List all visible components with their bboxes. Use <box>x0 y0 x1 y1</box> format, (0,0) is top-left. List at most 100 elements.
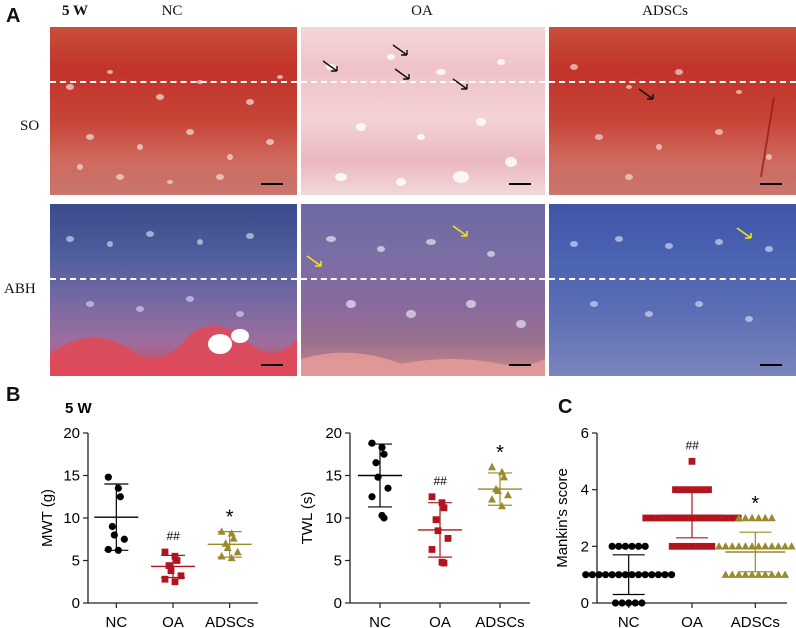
data-point <box>691 486 699 494</box>
data-point <box>104 473 112 481</box>
tidemark-line <box>50 278 297 280</box>
data-point <box>728 570 737 578</box>
data-point <box>227 529 236 537</box>
data-point <box>734 542 743 550</box>
data-point <box>500 473 508 481</box>
data-point <box>787 542 796 550</box>
data-point <box>380 450 388 458</box>
data-point <box>233 547 242 556</box>
data-point <box>428 493 436 501</box>
data-point <box>701 514 709 522</box>
data-point <box>734 513 743 522</box>
chart-title: 5 W <box>65 400 93 417</box>
y-tick-label: 20 <box>63 425 80 442</box>
data-point <box>582 571 590 579</box>
scale-bar <box>509 364 531 366</box>
data-point <box>781 542 790 550</box>
significance-marker: * <box>226 507 234 529</box>
micrograph-abh-adscs <box>549 204 796 376</box>
y-tick-label: 0 <box>72 595 80 612</box>
scale-bar <box>261 183 283 185</box>
y-axis-label: Mankin's score <box>555 468 571 568</box>
cell-texture <box>50 231 297 376</box>
data-point <box>621 542 629 550</box>
y-axis-label: TWL (s) <box>300 492 316 545</box>
data-point <box>721 570 730 578</box>
data-point <box>721 542 730 550</box>
scale-bar <box>261 364 283 366</box>
data-point <box>588 571 596 579</box>
data-point <box>774 570 783 578</box>
panel-c-label: C <box>558 396 573 418</box>
column-header-oa: OA <box>411 3 433 19</box>
data-point <box>498 467 506 476</box>
x-tick-label: OA <box>681 614 703 628</box>
y-tick-label: 15 <box>325 468 342 485</box>
data-point <box>675 542 683 550</box>
data-point <box>748 570 757 578</box>
x-tick-label: NC <box>105 614 127 628</box>
data-point <box>682 514 689 522</box>
data-point <box>708 514 716 522</box>
y-tick-label: 5 <box>334 553 342 570</box>
chart-mwt: 5 W 0 5 10 15 20 NC OA ADSCs MWT (g) ## * <box>40 400 258 628</box>
data-point <box>504 490 512 499</box>
chart-mankin: 0 2 4 6 NC OA ADSCs Mankin's score ## * <box>555 425 796 628</box>
significance-marker: ## <box>166 529 180 543</box>
data-point <box>440 504 448 512</box>
data-point <box>611 599 620 607</box>
data-point <box>662 514 669 522</box>
x-tick-label: NC <box>618 614 640 628</box>
y-tick-label: 4 <box>581 482 589 499</box>
data-point <box>108 522 116 531</box>
data-point <box>741 570 750 578</box>
data-point <box>372 459 380 467</box>
y-tick-label: 10 <box>325 510 342 527</box>
column-header-nc: NC <box>161 3 183 19</box>
cell-texture <box>66 70 283 184</box>
tidemark-line <box>301 81 545 83</box>
y-tick-label: 20 <box>325 425 342 442</box>
data-point <box>631 599 639 607</box>
data-point <box>695 542 702 550</box>
data-point <box>217 552 226 560</box>
data-point <box>741 513 750 522</box>
y-axis-label: MWT (g) <box>40 489 56 547</box>
data-point <box>754 570 763 578</box>
y-tick-label: 5 <box>72 553 80 570</box>
data-point <box>667 571 676 579</box>
data-point <box>120 535 128 543</box>
tidemark-line <box>50 81 297 83</box>
x-tick-label: NC <box>369 614 391 628</box>
data-point <box>668 514 676 522</box>
scale-bar <box>760 183 782 185</box>
data-point <box>167 567 175 575</box>
data-point <box>728 514 735 522</box>
data-point <box>641 542 649 550</box>
data-point <box>682 542 689 550</box>
cell-texture <box>301 225 545 376</box>
data-point <box>688 542 696 550</box>
data-point <box>741 542 750 550</box>
data-point <box>229 534 238 542</box>
data-point <box>688 457 696 465</box>
y-tick-label: 10 <box>63 510 80 527</box>
data-point <box>715 542 724 550</box>
micrograph-abh-nc <box>50 204 297 376</box>
data-point <box>761 513 770 522</box>
y-tick-label: 6 <box>581 425 589 442</box>
x-tick-label: OA <box>162 614 184 628</box>
x-tick-label: ADSCs <box>475 614 524 628</box>
panel-a-timepoint: 5 W <box>62 3 88 19</box>
data-point <box>368 493 376 501</box>
row-header-abh: ABH <box>4 281 36 297</box>
data-point <box>675 514 683 522</box>
data-point <box>668 542 676 550</box>
data-point <box>434 527 442 535</box>
panel-a-label: A <box>6 5 21 27</box>
data-point <box>715 514 722 522</box>
data-point <box>615 542 623 550</box>
significance-marker: * <box>751 493 759 515</box>
data-point <box>488 495 496 503</box>
data-point <box>642 514 650 522</box>
